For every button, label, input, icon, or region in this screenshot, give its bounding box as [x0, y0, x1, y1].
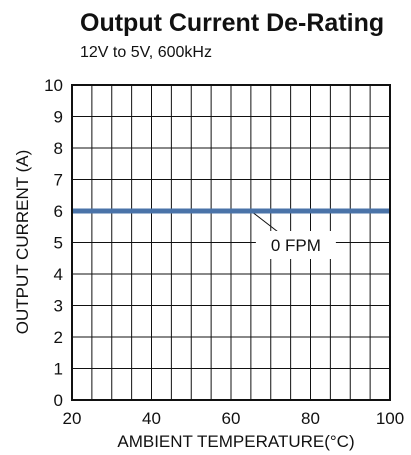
y-tick-label: 2	[54, 328, 63, 347]
y-tick-label: 5	[54, 234, 63, 253]
plot-frame	[71, 84, 391, 401]
y-tick-label: 8	[54, 139, 63, 158]
x-tick-labels: 20 40 60 80 100	[63, 409, 405, 428]
y-tick-label: 4	[54, 265, 63, 284]
chart-subtitle: 12V to 5V, 600kHz	[80, 44, 212, 61]
y-tick-label: 9	[54, 108, 63, 127]
annotation-label: 0 FPM	[271, 236, 321, 255]
x-tick-label: 100	[376, 409, 404, 428]
x-axis-label: AMBIENT TEMPERATURE(°C)	[117, 432, 354, 451]
x-tick-label: 40	[142, 409, 161, 428]
annotation-background	[255, 231, 336, 259]
y-tick-label: 10	[44, 76, 63, 95]
y-tick-label: 0	[54, 391, 63, 410]
annotation-layer: 0 FPM	[250, 210, 336, 259]
chart-title: Output Current De-Rating	[80, 9, 384, 37]
x-tick-label: 60	[222, 409, 241, 428]
y-tick-label: 3	[54, 297, 63, 316]
y-tick-label: 6	[54, 202, 63, 221]
y-tick-label: 1	[54, 360, 63, 379]
x-tick-label: 80	[301, 409, 320, 428]
y-tick-labels: 0 1 2 3 4 5 6 7 8 9 10	[44, 76, 63, 410]
y-axis-label: OUTPUT CURRENT (A)	[13, 150, 32, 335]
x-tick-label: 20	[63, 409, 82, 428]
plot-grid	[72, 85, 390, 400]
y-tick-label: 7	[54, 171, 63, 190]
